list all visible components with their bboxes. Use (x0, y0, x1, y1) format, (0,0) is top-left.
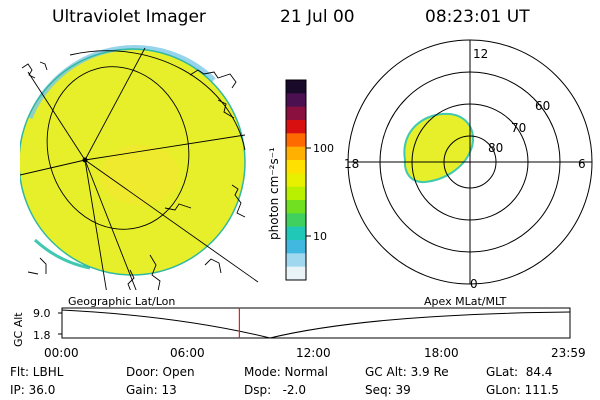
altitude-ytick-high: 9.0 (33, 307, 51, 320)
mlt-label-6: 6 (578, 157, 586, 171)
colorbar-band (286, 186, 306, 201)
mlt-label-18: 18 (344, 157, 359, 171)
colorbar-band (286, 253, 306, 268)
info-glat: GLat: 84.4 (486, 365, 553, 379)
mlat-label-80: 80 (488, 141, 503, 155)
globe-image (20, 45, 259, 290)
apex-grid-caption: Apex MLat/MLT (424, 295, 507, 308)
colorbar-band (286, 120, 306, 134)
time-label: 08:23:01 UT (425, 7, 530, 27)
coastlines (21, 61, 246, 290)
altitude-chart: Geographic Lat/Lon Apex MLat/MLT GC Alt … (12, 295, 586, 360)
geographic-grid (20, 47, 259, 290)
mlat-label-70: 70 (511, 121, 526, 135)
colorbar-unit-label: photon cm⁻²s⁻¹ (267, 147, 281, 240)
info-glon: GLon: 111.5 (486, 383, 559, 397)
color-bar: 100 10 photon cm⁻²s⁻¹ (267, 79, 334, 281)
colorbar-band (286, 80, 306, 94)
colorbar-band (286, 266, 306, 281)
info-gain: Gain: 13 (126, 383, 177, 397)
altitude-xtick-0000: 00:00 (44, 346, 79, 360)
colorbar-tick-label-10: 10 (313, 230, 327, 243)
info-flt: Flt: LBHL (10, 365, 64, 379)
colorbar-band (286, 213, 306, 228)
mlt-label-12: 12 (473, 47, 488, 61)
mlat-label-60: 60 (535, 99, 550, 113)
colorbar-band (286, 146, 306, 161)
colorbar-band (286, 133, 306, 148)
altitude-curve (61, 309, 571, 339)
info-mode: Mode: Normal (244, 365, 328, 379)
altitude-xtick-2359: 23:59 (551, 346, 586, 360)
info-gc-alt: GC Alt: 3.9 Re (365, 365, 449, 379)
colorbar-band (286, 106, 306, 121)
colorbar-band (286, 240, 306, 254)
colorbar-band (286, 226, 306, 241)
colorbar-band (286, 160, 306, 174)
polar-plot: 12 18 6 0 60 70 80 (344, 39, 593, 291)
colorbar-band (286, 200, 306, 214)
info-door: Door: Open (126, 365, 195, 379)
instrument-title: Ultraviolet Imager (52, 7, 206, 27)
altitude-ylabel: GC Alt (12, 312, 25, 347)
altitude-ytick-low: 1.8 (33, 329, 51, 342)
altitude-plot-frame (61, 307, 571, 339)
info-ip: IP: 36.0 (10, 383, 56, 397)
altitude-xtick-1200: 12:00 (296, 346, 331, 360)
altitude-xtick-1800: 18:00 (424, 346, 459, 360)
colorbar-tick-label-100: 100 (313, 142, 334, 155)
aurora-oval (403, 112, 475, 184)
date-label: 21 Jul 00 (280, 7, 355, 27)
info-dsp: Dsp: -2.0 (244, 383, 307, 397)
colorbar-band (286, 93, 306, 108)
mlt-label-0: 0 (470, 277, 478, 291)
info-seq: Seq: 39 (365, 383, 411, 397)
colorbar-band (286, 173, 306, 188)
geographic-grid-caption: Geographic Lat/Lon (68, 295, 175, 308)
altitude-xtick-0600: 06:00 (170, 346, 205, 360)
